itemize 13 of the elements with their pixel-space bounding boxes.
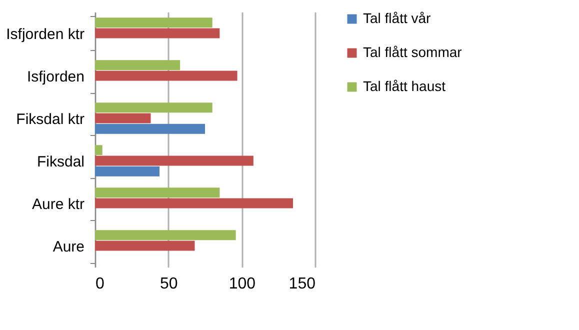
y-tick-label: Fiksdal ktr	[16, 110, 85, 128]
y-tick-label: Aure ktr	[32, 196, 85, 213]
y-tick-label: Isfjorden	[26, 68, 84, 86]
legend-label: Tal flått vår	[363, 10, 432, 26]
legend-label: Tal flått haust	[363, 78, 446, 94]
y-tick-label: Isfjorden ktr	[6, 26, 84, 43]
x-tick-label: 150	[288, 276, 316, 292]
legend-label: Tal flått sommar	[363, 44, 462, 60]
y-tick-label: Fiksdal	[36, 153, 84, 170]
x-tick-label: 0	[96, 276, 104, 292]
y-tick-label: Aure	[52, 238, 84, 256]
x-tick-label: 50	[160, 276, 178, 292]
x-tick-label: 100	[228, 276, 256, 292]
